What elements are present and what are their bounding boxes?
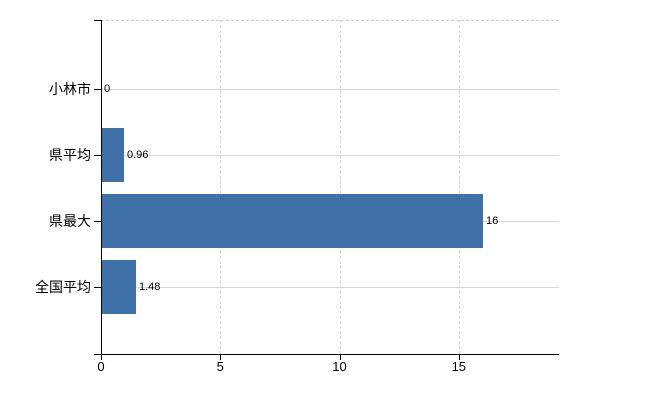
- plot-top-border: [101, 20, 559, 21]
- x-tick-label: 15: [451, 359, 467, 374]
- x-tick-label: 5: [216, 359, 224, 374]
- y-axis-tick: [94, 287, 101, 288]
- y-axis-tick: [94, 221, 101, 222]
- x-tick-label: 0: [97, 359, 105, 374]
- x-axis-line: [94, 354, 559, 355]
- bar-value-label: 0: [104, 83, 111, 95]
- grid-line-horizontal: [101, 287, 559, 288]
- bar-全国平均: [101, 260, 136, 314]
- x-axis-tick: [220, 354, 222, 360]
- category-label: 全国平均: [35, 279, 91, 295]
- grid-line-vertical: [220, 20, 222, 354]
- y-axis-top-tick: [94, 20, 101, 21]
- y-axis-line: [101, 20, 102, 360]
- bar-県平均: [101, 128, 124, 182]
- x-axis-tick: [458, 354, 460, 360]
- category-label: 小林市: [49, 81, 91, 97]
- grid-line-vertical: [458, 20, 460, 354]
- grid-line-horizontal: [101, 155, 559, 156]
- y-axis-tick: [94, 155, 101, 156]
- x-axis-tick: [339, 354, 341, 360]
- bar-県最大: [101, 194, 483, 248]
- bar-value-label: 1.48: [139, 281, 161, 293]
- x-tick-label: 10: [332, 359, 347, 374]
- x-axis-tick: [101, 354, 102, 360]
- y-axis-tick: [94, 89, 101, 90]
- category-label: 県最大: [49, 213, 91, 229]
- grid-line-vertical: [339, 20, 341, 354]
- bar-value-label: 0.96: [127, 149, 149, 161]
- bar-value-label: 16: [486, 215, 499, 227]
- category-label: 県平均: [49, 147, 91, 163]
- grid-line-horizontal: [101, 89, 559, 90]
